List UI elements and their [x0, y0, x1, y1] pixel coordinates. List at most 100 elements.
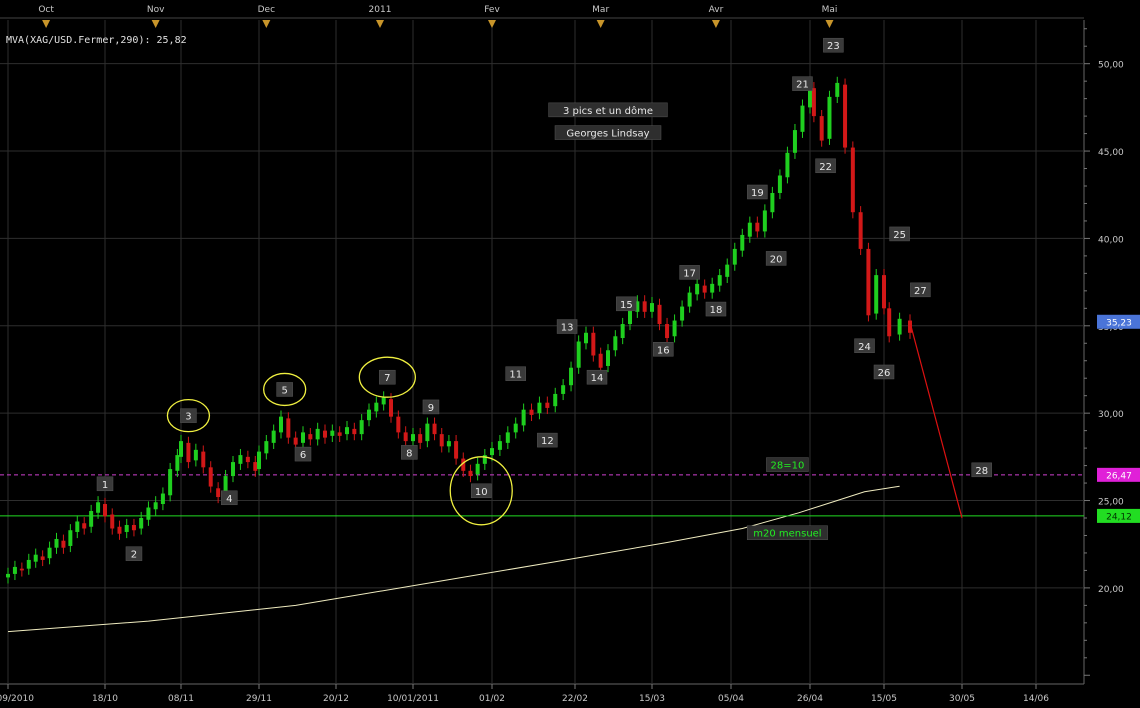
- point-label: 19: [751, 188, 764, 199]
- y-tick-label: 20,00: [1098, 585, 1124, 595]
- candle-body: [529, 409, 534, 415]
- point-label: 18: [710, 305, 723, 316]
- candle-body: [381, 397, 386, 405]
- candle-body: [238, 455, 243, 464]
- x-tick-label: 30/05: [949, 694, 975, 704]
- month-label: Fev: [484, 5, 500, 15]
- x-tick-label: 14/06: [1023, 694, 1049, 704]
- candle-body: [374, 402, 379, 412]
- candle-body: [808, 88, 812, 108]
- month-marker-icon: [711, 20, 720, 28]
- candle-body: [598, 353, 603, 368]
- candle-body: [253, 462, 258, 471]
- candle-body: [293, 437, 298, 445]
- candle-body: [139, 518, 144, 529]
- candle-body: [12, 566, 17, 574]
- point-label: 21: [796, 80, 809, 91]
- candle-body: [89, 511, 94, 527]
- y-tick-label: 40,00: [1098, 235, 1124, 245]
- month-marker-icon: [151, 20, 160, 28]
- month-label: 2011: [369, 5, 392, 15]
- price-badge-label: 24,12: [1106, 512, 1132, 522]
- candle-body: [858, 212, 863, 249]
- moving-average-line: [7, 485, 900, 633]
- point-label: 1: [102, 480, 108, 491]
- point-label: 15: [620, 300, 633, 311]
- candle-body: [315, 428, 320, 440]
- point-label-box: [96, 476, 114, 492]
- month-label: Mar: [592, 5, 609, 15]
- point-label: 5: [281, 385, 287, 396]
- candle-body: [591, 332, 596, 356]
- point-label-box: [180, 408, 197, 423]
- point-label-box: [910, 282, 931, 298]
- candle-body: [201, 451, 206, 468]
- point-label: 4: [226, 494, 232, 505]
- point-label-box: [556, 319, 578, 334]
- candle-body: [755, 222, 760, 232]
- month-label: Mai: [822, 5, 838, 15]
- point-label-box: [653, 342, 674, 357]
- candle-body: [747, 222, 752, 237]
- x-tick-label: 22/02: [562, 694, 588, 704]
- candle-body: [777, 175, 782, 193]
- point-label-box: [679, 265, 700, 280]
- month-marker-icon: [376, 20, 384, 28]
- candle-body: [695, 283, 700, 295]
- annotation-text: Georges Lindsay: [566, 129, 649, 140]
- candle-body: [175, 455, 180, 471]
- horizontal-lines: [0, 474, 1084, 517]
- candle-body: [75, 521, 80, 532]
- point-label: 11: [509, 370, 522, 381]
- month-label: Nov: [147, 5, 165, 15]
- x-tick-label: 26/04: [797, 694, 823, 704]
- point-label: 7: [384, 373, 390, 384]
- candle-body: [61, 540, 66, 548]
- candle-body: [710, 283, 715, 293]
- month-marker-icon: [825, 20, 834, 28]
- candle-body: [613, 336, 618, 351]
- candle-body: [223, 476, 228, 496]
- month-marker-icon: [596, 20, 605, 28]
- point-label: 24: [858, 342, 871, 353]
- candle-body: [323, 430, 327, 438]
- point-label: 16: [657, 345, 670, 356]
- candle-body: [785, 152, 790, 178]
- candle-body: [432, 423, 437, 435]
- candle-body: [186, 442, 191, 463]
- candle-body: [193, 449, 198, 461]
- highlight-circle: [449, 456, 513, 526]
- point-label-box: [823, 37, 844, 53]
- candle-body: [762, 210, 767, 232]
- point-label-box: [505, 366, 526, 381]
- annotation-box: [746, 525, 828, 540]
- candle-body: [26, 559, 31, 569]
- point-label-box: [815, 158, 836, 174]
- candle-body: [124, 524, 129, 532]
- candle-body: [110, 514, 115, 529]
- candle-body: [687, 292, 692, 307]
- candle-body: [672, 320, 677, 337]
- candle-body: [103, 504, 107, 517]
- candle-body: [19, 568, 24, 571]
- annotation-box: [766, 457, 809, 472]
- candle-body: [569, 367, 574, 386]
- candle-body: [628, 310, 632, 325]
- candle-body: [352, 428, 357, 435]
- candle-body: [359, 420, 364, 435]
- candle-body: [153, 502, 158, 510]
- x-tick-label: 15/03: [639, 694, 665, 704]
- point-label: 28: [975, 466, 988, 477]
- candle-body: [396, 416, 401, 433]
- candle-body: [584, 332, 588, 344]
- candle-body: [454, 441, 459, 459]
- point-label-box: [889, 226, 910, 242]
- candle-body: [308, 434, 313, 440]
- candle-body: [337, 432, 342, 436]
- y-tick-label: 50,00: [1098, 61, 1124, 71]
- point-label: 2: [131, 550, 137, 561]
- point-label-box: [537, 432, 558, 448]
- x-tick-label: 05/04: [718, 694, 744, 704]
- candle-body: [620, 324, 625, 339]
- projection-line: [909, 322, 963, 519]
